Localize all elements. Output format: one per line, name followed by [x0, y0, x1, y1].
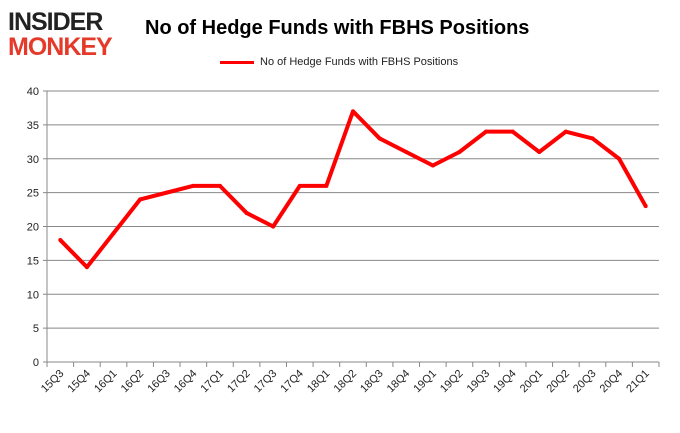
x-tick-label: 18Q1	[305, 368, 333, 396]
data-point	[111, 231, 116, 236]
data-point	[58, 238, 63, 243]
x-tick-label: 17Q4	[278, 368, 306, 396]
insider-monkey-logo: INSIDER MONKEY	[8, 10, 128, 60]
data-point	[377, 136, 382, 141]
data-point	[617, 156, 622, 161]
x-tick-label: 20Q1	[518, 368, 546, 396]
x-tick-label: 16Q3	[145, 368, 173, 396]
x-tick-label: 18Q2	[332, 368, 360, 396]
y-tick-label: 30	[27, 154, 39, 166]
x-tick-label: 18Q3	[358, 368, 386, 396]
data-point	[484, 129, 489, 134]
data-point	[351, 109, 355, 114]
y-tick-label: 5	[33, 323, 39, 335]
y-tick-label: 20	[27, 222, 39, 234]
logo-line1: INSIDER	[8, 8, 103, 36]
data-point	[457, 149, 462, 154]
logo-line2: MONKEY	[8, 33, 113, 61]
x-tick-label: 20Q3	[571, 368, 599, 396]
series-line	[58, 109, 648, 270]
x-tick-label: 15Q4	[66, 368, 94, 396]
data-point	[590, 136, 595, 141]
x-tick-label: 19Q2	[438, 368, 466, 396]
x-tick-label: 20Q4	[598, 368, 626, 396]
y-tick-label: 10	[27, 289, 39, 301]
x-tick-label: 17Q1	[199, 368, 227, 396]
data-point	[430, 163, 435, 168]
legend-swatch	[220, 60, 254, 64]
y-tick-label: 35	[27, 120, 39, 132]
chart-title: No of Hedge Funds with FBHS Positions	[145, 17, 530, 39]
x-tick-label: 21Q1	[624, 368, 652, 396]
data-point	[244, 210, 249, 215]
data-point	[324, 183, 329, 188]
y-tick-label: 0	[33, 357, 39, 369]
data-point	[191, 183, 196, 188]
x-tick-label: 18Q4	[385, 368, 413, 396]
x-tick-label: 19Q3	[465, 368, 493, 396]
x-tick-label: 20Q2	[544, 368, 572, 396]
legend-label: No of Hedge Funds with FBHS Positions	[260, 56, 459, 68]
data-point	[537, 149, 542, 154]
data-point	[84, 265, 89, 270]
x-tick-label: 19Q1	[411, 368, 439, 396]
legend: No of Hedge Funds with FBHS Positions	[220, 56, 458, 68]
data-point	[643, 204, 648, 209]
x-tick-label: 16Q1	[92, 368, 120, 396]
data-point	[404, 149, 409, 154]
x-tick-label: 16Q4	[172, 368, 200, 396]
y-tick-label: 40	[27, 86, 39, 98]
y-tick-label: 25	[27, 188, 39, 200]
x-tick-label: 19Q4	[491, 368, 519, 396]
data-point	[297, 183, 302, 188]
data-point	[271, 224, 276, 229]
data-point	[138, 197, 143, 202]
data-point	[217, 183, 222, 188]
x-tick-label: 17Q3	[252, 368, 280, 396]
data-point	[164, 190, 169, 195]
x-tick-label: 15Q3	[39, 368, 67, 396]
data-point	[563, 129, 568, 134]
y-tick-label: 15	[27, 255, 39, 267]
x-tick-label: 17Q2	[225, 368, 253, 396]
x-tick-label: 16Q2	[119, 368, 147, 396]
data-point	[510, 129, 515, 134]
